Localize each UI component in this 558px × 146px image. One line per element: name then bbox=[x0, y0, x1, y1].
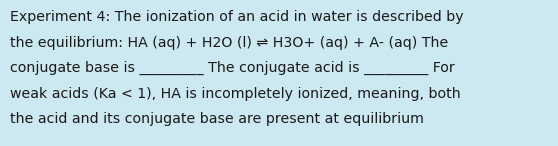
Text: the acid and its conjugate base are present at equilibrium: the acid and its conjugate base are pres… bbox=[10, 112, 424, 126]
Text: conjugate base is _________ The conjugate acid is _________ For: conjugate base is _________ The conjugat… bbox=[10, 61, 455, 75]
Text: weak acids (Ka < 1), HA is incompletely ionized, meaning, both: weak acids (Ka < 1), HA is incompletely … bbox=[10, 87, 461, 101]
Text: the equilibrium: HA (aq) + H2O (l) ⇌ H3O+ (aq) + A- (aq) The: the equilibrium: HA (aq) + H2O (l) ⇌ H3O… bbox=[10, 36, 448, 50]
Text: Experiment 4: The ionization of an acid in water is described by: Experiment 4: The ionization of an acid … bbox=[10, 10, 464, 24]
